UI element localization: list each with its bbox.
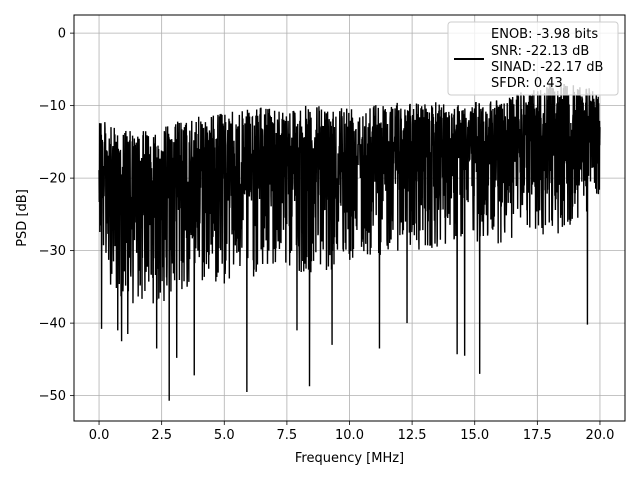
- x-tick-label: 17.5: [523, 428, 552, 443]
- series-group: [98, 84, 601, 401]
- x-axis-ticks: 0.0 2.5 5.0 7.5 10.0 12.5 15.0 17.5 20.0: [89, 421, 614, 443]
- y-tick-label: −50: [39, 389, 66, 404]
- x-tick-label: 0.0: [89, 428, 110, 443]
- x-tick-label: 5.0: [214, 428, 235, 443]
- y-tick-label: −10: [39, 99, 66, 114]
- y-tick-label: −40: [39, 317, 66, 332]
- legend-sinad: SINAD: -22.17 dB: [491, 60, 603, 75]
- x-axis-label: Frequency [MHz]: [295, 451, 404, 466]
- legend-sfdr: SFDR: 0.43: [491, 76, 563, 91]
- x-tick-label: 10.0: [335, 428, 364, 443]
- y-axis-label: PSD [dB]: [15, 189, 30, 247]
- legend-box: [447, 21, 619, 96]
- x-tick-label: 15.0: [460, 428, 489, 443]
- y-tick-label: −30: [39, 244, 66, 259]
- x-tick-label: 12.5: [398, 428, 427, 443]
- x-tick-label: 7.5: [277, 428, 298, 443]
- x-tick-label: 2.5: [151, 428, 172, 443]
- y-axis-ticks: 0 −10 −20 −30 −40 −50: [39, 27, 74, 404]
- legend-enob: ENOB: -3.98 bits: [491, 27, 598, 42]
- psd-series-line: [98, 84, 601, 401]
- x-tick-label: 20.0: [585, 428, 614, 443]
- y-tick-label: −20: [39, 172, 66, 187]
- y-tick-label: 0: [58, 27, 66, 42]
- legend-snr: SNR: -22.13 dB: [491, 44, 589, 59]
- legend: ENOB: -3.98 bits SNR: -22.13 dB SINAD: -…: [447, 21, 619, 96]
